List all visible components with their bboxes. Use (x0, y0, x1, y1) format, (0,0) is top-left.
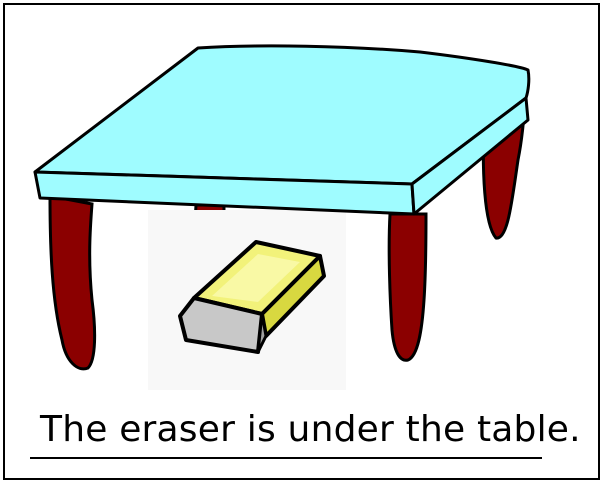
eraser-top-highlight (212, 254, 300, 302)
table-front-left-leg (48, 194, 97, 371)
writing-line (30, 457, 542, 459)
sentence-caption: The eraser is under the table. (40, 409, 581, 450)
table-front-right-leg (387, 212, 428, 362)
eraser (178, 240, 326, 354)
tabletop-side-edge (410, 96, 530, 216)
eraser-side-lower (256, 312, 268, 354)
